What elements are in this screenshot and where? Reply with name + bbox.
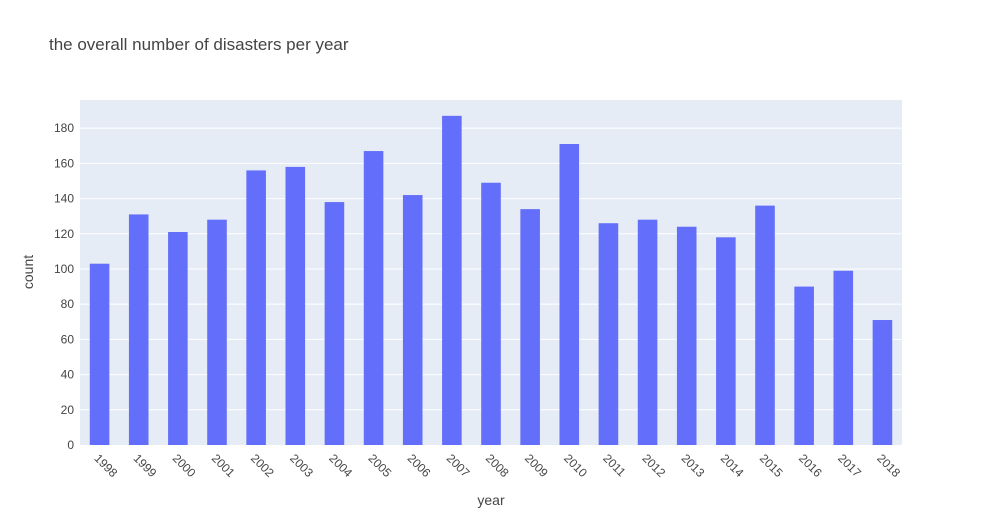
bar-2007	[442, 115, 462, 446]
y-axis-ticks: 0 20 40 60 80 100 120 140 160 180	[54, 121, 74, 452]
bar-1998	[89, 263, 110, 445]
bars	[89, 115, 893, 446]
x-tick-label: 2011	[600, 451, 628, 479]
x-tick-label: 1999	[131, 451, 160, 480]
x-tick-label: 2000	[170, 451, 199, 480]
bar-2008	[481, 182, 501, 445]
bar-1999	[128, 214, 149, 445]
y-tick-label: 120	[54, 227, 74, 241]
x-tick-label: 2005	[365, 451, 394, 480]
y-tick-label: 20	[61, 403, 75, 417]
x-tick-label: 2004	[326, 451, 355, 480]
bar-2018	[872, 320, 893, 445]
y-tick-label: 100	[54, 262, 74, 276]
x-axis-ticks: 1998 1999 2000 2001 2002 2003 2004 2005 2006 2007…	[91, 451, 903, 480]
x-tick-label: 2002	[248, 451, 277, 480]
y-tick-label: 40	[61, 368, 75, 382]
bar-2005	[363, 151, 384, 446]
bar-2006	[402, 195, 423, 445]
y-tick-label: 160	[54, 156, 74, 170]
bar-2014	[716, 237, 736, 445]
bar-2001	[207, 219, 227, 445]
y-tick-label: 0	[67, 438, 74, 452]
y-tick-label: 180	[54, 121, 74, 135]
x-tick-label: 2018	[874, 451, 903, 480]
x-tick-label: 2016	[796, 451, 825, 480]
bar-2016	[794, 286, 814, 445]
y-axis-title: count	[20, 255, 36, 289]
x-tick-label: 2012	[639, 451, 668, 480]
bar-2009	[520, 209, 540, 445]
x-tick-label: 2010	[561, 451, 590, 480]
x-axis-title: year	[477, 492, 505, 508]
bar-2000	[168, 232, 188, 445]
x-tick-label: 2015	[757, 451, 786, 480]
x-tick-label: 2006	[405, 451, 434, 480]
x-tick-label: 2008	[483, 451, 512, 480]
x-tick-label: 2007	[444, 451, 473, 480]
bar-2002	[246, 170, 266, 446]
x-tick-label: 2001	[209, 451, 238, 480]
bar-2011	[598, 223, 619, 445]
bar-2004	[324, 202, 345, 445]
bar-2012	[637, 219, 658, 445]
x-tick-label: 2013	[679, 451, 708, 480]
y-tick-label: 60	[61, 332, 75, 346]
bar-2015	[755, 205, 775, 445]
x-tick-label: 2003	[287, 451, 316, 480]
x-tick-label: 2009	[522, 451, 551, 480]
chart-title: the overall number of disasters per year	[49, 35, 349, 54]
y-tick-label: 140	[54, 192, 74, 206]
bar-2010	[559, 144, 580, 445]
bar-2013	[676, 226, 697, 445]
x-tick-label: 2017	[835, 451, 864, 480]
bar-2017	[833, 270, 854, 445]
x-tick-label: 2014	[718, 451, 747, 480]
bar-2003	[285, 166, 306, 445]
y-tick-label: 80	[61, 297, 75, 311]
x-tick-label: 1998	[91, 451, 120, 480]
